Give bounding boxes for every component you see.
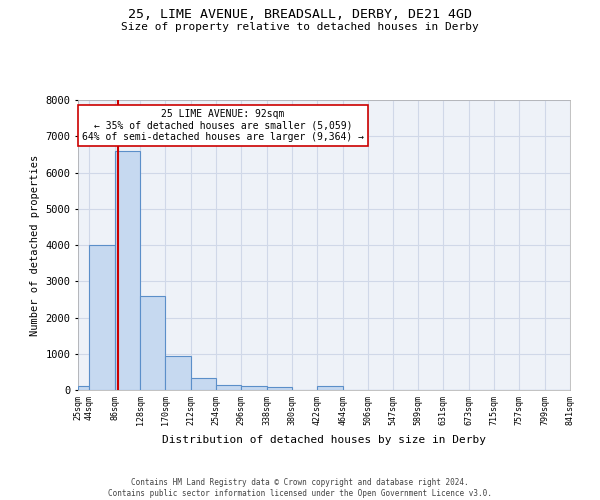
Text: Size of property relative to detached houses in Derby: Size of property relative to detached ho… (121, 22, 479, 32)
Bar (115, 151, 140, 390)
Bar (78, 386, 89, 390)
Text: Distribution of detached houses by size in Derby: Distribution of detached houses by size … (162, 435, 486, 445)
Bar (89, 245, 115, 390)
Text: 25 LIME AVENUE: 92sqm
← 35% of detached houses are smaller (5,059)
64% of semi-d: 25 LIME AVENUE: 92sqm ← 35% of detached … (82, 108, 364, 142)
Bar (191, 378, 216, 390)
Bar (140, 296, 166, 390)
Text: Contains HM Land Registry data © Crown copyright and database right 2024.
Contai: Contains HM Land Registry data © Crown c… (108, 478, 492, 498)
Bar (267, 388, 292, 390)
Bar (317, 386, 343, 390)
Y-axis label: Number of detached properties: Number of detached properties (30, 154, 40, 336)
Bar (241, 386, 267, 390)
Bar (216, 386, 241, 390)
Bar (166, 356, 191, 390)
Text: 25, LIME AVENUE, BREADSALL, DERBY, DE21 4GD: 25, LIME AVENUE, BREADSALL, DERBY, DE21 … (128, 8, 472, 20)
